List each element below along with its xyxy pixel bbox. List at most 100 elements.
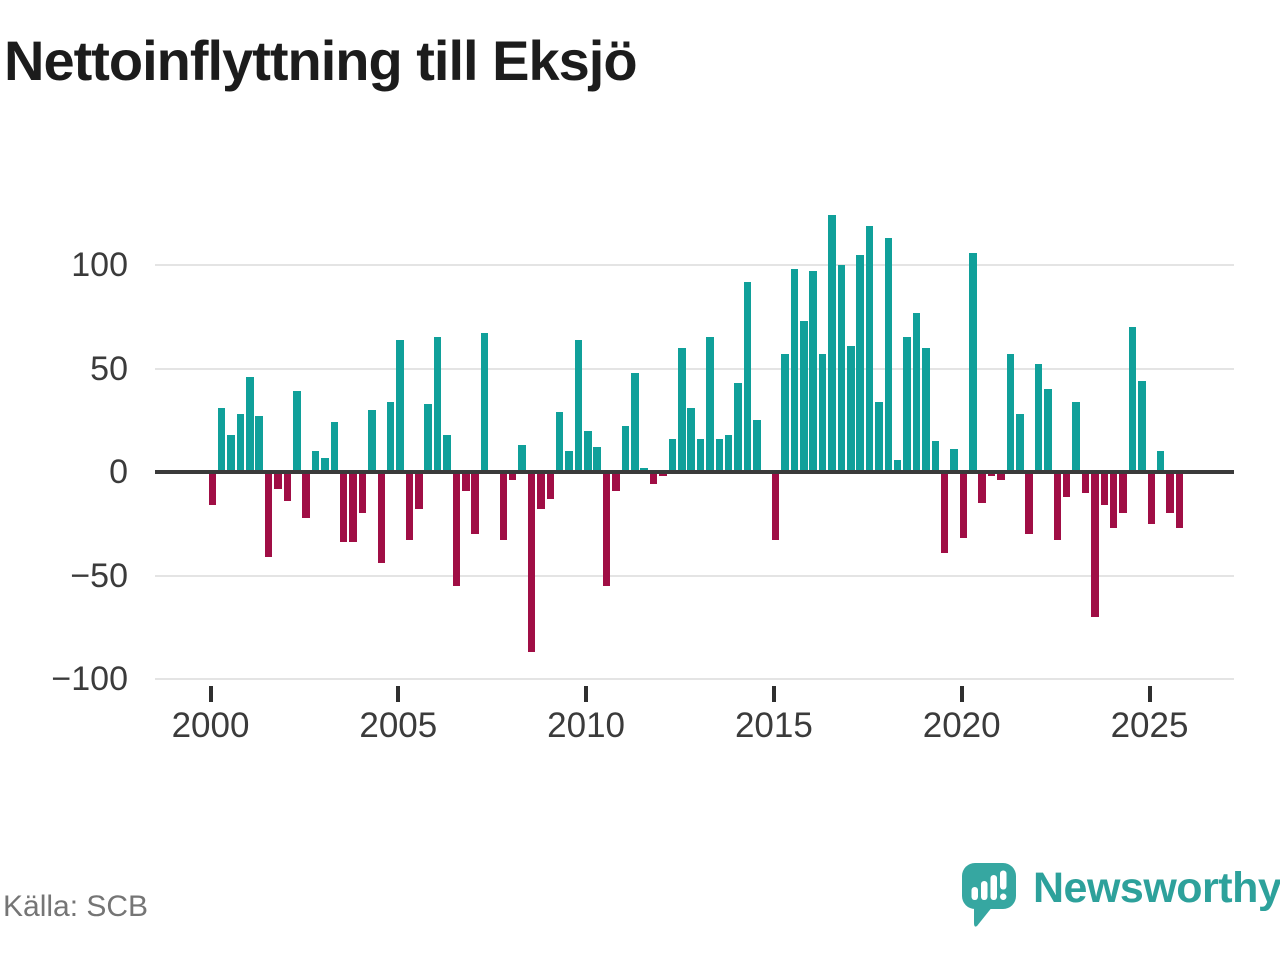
bar-2000Q4 xyxy=(236,414,245,472)
bar-2010Q2 xyxy=(593,447,601,472)
bar-2002Q1 xyxy=(283,472,292,501)
bar-2016Q4 xyxy=(837,265,846,472)
bar-2016Q1 xyxy=(809,271,817,472)
bar-2010Q1 xyxy=(584,430,592,472)
bar-2018Q2 xyxy=(893,459,902,472)
bar-2007Q4 xyxy=(499,472,508,541)
bar-2014Q1 xyxy=(734,382,742,472)
page-title: Nettoinflyttning till Eksjö xyxy=(4,29,638,92)
bar-2023Q2 xyxy=(1081,472,1090,493)
x-axis-label-2000: 2000 xyxy=(171,706,250,745)
bar-2015Q1 xyxy=(771,472,780,541)
bar-2021Q3 xyxy=(1016,414,1024,472)
bar-2021Q1 xyxy=(997,472,1005,481)
bar-2014Q3 xyxy=(753,420,761,472)
bar-2003Q4 xyxy=(349,472,357,543)
x-axis-label-2020: 2020 xyxy=(922,706,1001,745)
bar-2015Q2 xyxy=(781,354,789,472)
bar-2001Q2 xyxy=(255,416,263,472)
bar-2012Q3 xyxy=(678,347,686,472)
bar-2011Q3 xyxy=(640,467,648,472)
bar-2005Q3 xyxy=(415,472,423,510)
bar-2006Q3 xyxy=(452,472,461,586)
bar-2011Q1 xyxy=(621,426,630,472)
bar-2013Q3 xyxy=(715,438,724,472)
bar-2003Q3 xyxy=(339,472,348,543)
source-note: Källa: SCB xyxy=(3,890,149,923)
zero-axis-line xyxy=(155,470,1234,474)
bar-2009Q2 xyxy=(555,411,564,472)
bar-2002Q4 xyxy=(311,451,320,472)
x-axis-tick-2010 xyxy=(584,686,589,702)
bar-2019Q3 xyxy=(940,472,949,553)
bar-2003Q1 xyxy=(321,457,329,472)
bar-2022Q2 xyxy=(1044,389,1052,472)
x-axis-label-2015: 2015 xyxy=(734,706,813,745)
bar-2020Q4 xyxy=(987,472,996,477)
bar-2008Q4 xyxy=(537,472,545,510)
bar-2023Q4 xyxy=(1100,472,1109,506)
newsworthy-bubble-icon xyxy=(961,862,1019,933)
bar-2022Q4 xyxy=(1062,472,1071,497)
bar-2009Q4 xyxy=(574,339,583,472)
x-axis-tick-2020 xyxy=(959,686,964,702)
bar-2005Q1 xyxy=(396,339,404,472)
bar-2007Q2 xyxy=(480,333,489,472)
bar-2025Q2 xyxy=(1156,451,1165,472)
bar-2004Q4 xyxy=(386,401,395,472)
gridline--100 xyxy=(155,678,1234,680)
bar-2005Q2 xyxy=(405,472,414,541)
bar-2004Q3 xyxy=(377,472,386,564)
bar-2019Q2 xyxy=(931,440,940,472)
bar-2009Q3 xyxy=(565,451,573,472)
bar-2017Q1 xyxy=(847,345,855,472)
y-axis-label--50: −50 xyxy=(70,556,128,595)
bar-2019Q1 xyxy=(922,347,930,472)
bar-2017Q2 xyxy=(856,254,864,472)
bar-2025Q4 xyxy=(1175,472,1184,528)
bar-2005Q4 xyxy=(424,403,432,472)
bar-2021Q2 xyxy=(1006,354,1015,472)
bar-2020Q3 xyxy=(978,472,986,504)
bar-2013Q1 xyxy=(696,438,705,472)
bar-2021Q4 xyxy=(1025,472,1033,535)
bar-2009Q1 xyxy=(546,472,555,499)
bar-2014Q2 xyxy=(743,281,752,472)
bar-2018Q1 xyxy=(884,238,893,472)
x-axis-tick-2000 xyxy=(208,686,213,702)
bar-2024Q3 xyxy=(1128,327,1137,472)
bar-2015Q3 xyxy=(790,269,799,472)
bar-2008Q1 xyxy=(508,472,517,481)
bar-2020Q2 xyxy=(969,252,977,472)
bar-2016Q3 xyxy=(828,215,836,472)
x-axis-tick-2025 xyxy=(1147,686,1152,702)
y-axis-label-100: 100 xyxy=(71,246,128,284)
bar-2002Q3 xyxy=(302,472,310,518)
bar-2011Q4 xyxy=(649,472,658,485)
bar-2003Q2 xyxy=(330,422,339,472)
bar-2004Q1 xyxy=(358,472,367,514)
bar-2012Q2 xyxy=(668,438,677,472)
bar-2010Q4 xyxy=(612,472,620,491)
bar-2012Q4 xyxy=(687,407,695,472)
bar-2024Q2 xyxy=(1119,472,1127,514)
bar-2018Q4 xyxy=(912,312,921,472)
bar-2024Q4 xyxy=(1138,380,1146,472)
bar-2006Q4 xyxy=(462,472,470,491)
y-axis-label-50: 50 xyxy=(90,349,128,388)
bar-2025Q1 xyxy=(1147,472,1155,524)
bar-2023Q1 xyxy=(1072,401,1080,472)
x-axis-label-2025: 2025 xyxy=(1110,706,1189,745)
bar-2004Q2 xyxy=(368,409,376,472)
bar-2007Q1 xyxy=(471,472,479,535)
gridline-100 xyxy=(155,264,1234,266)
bar-2018Q3 xyxy=(903,337,911,472)
bar-2017Q4 xyxy=(875,401,883,472)
x-axis-tick-2005 xyxy=(396,686,401,702)
bar-2001Q1 xyxy=(246,376,254,472)
y-axis-label--100: −100 xyxy=(51,660,128,698)
bar-2015Q4 xyxy=(800,320,808,472)
bar-2000Q3 xyxy=(227,434,235,472)
bar-2020Q1 xyxy=(959,472,968,539)
